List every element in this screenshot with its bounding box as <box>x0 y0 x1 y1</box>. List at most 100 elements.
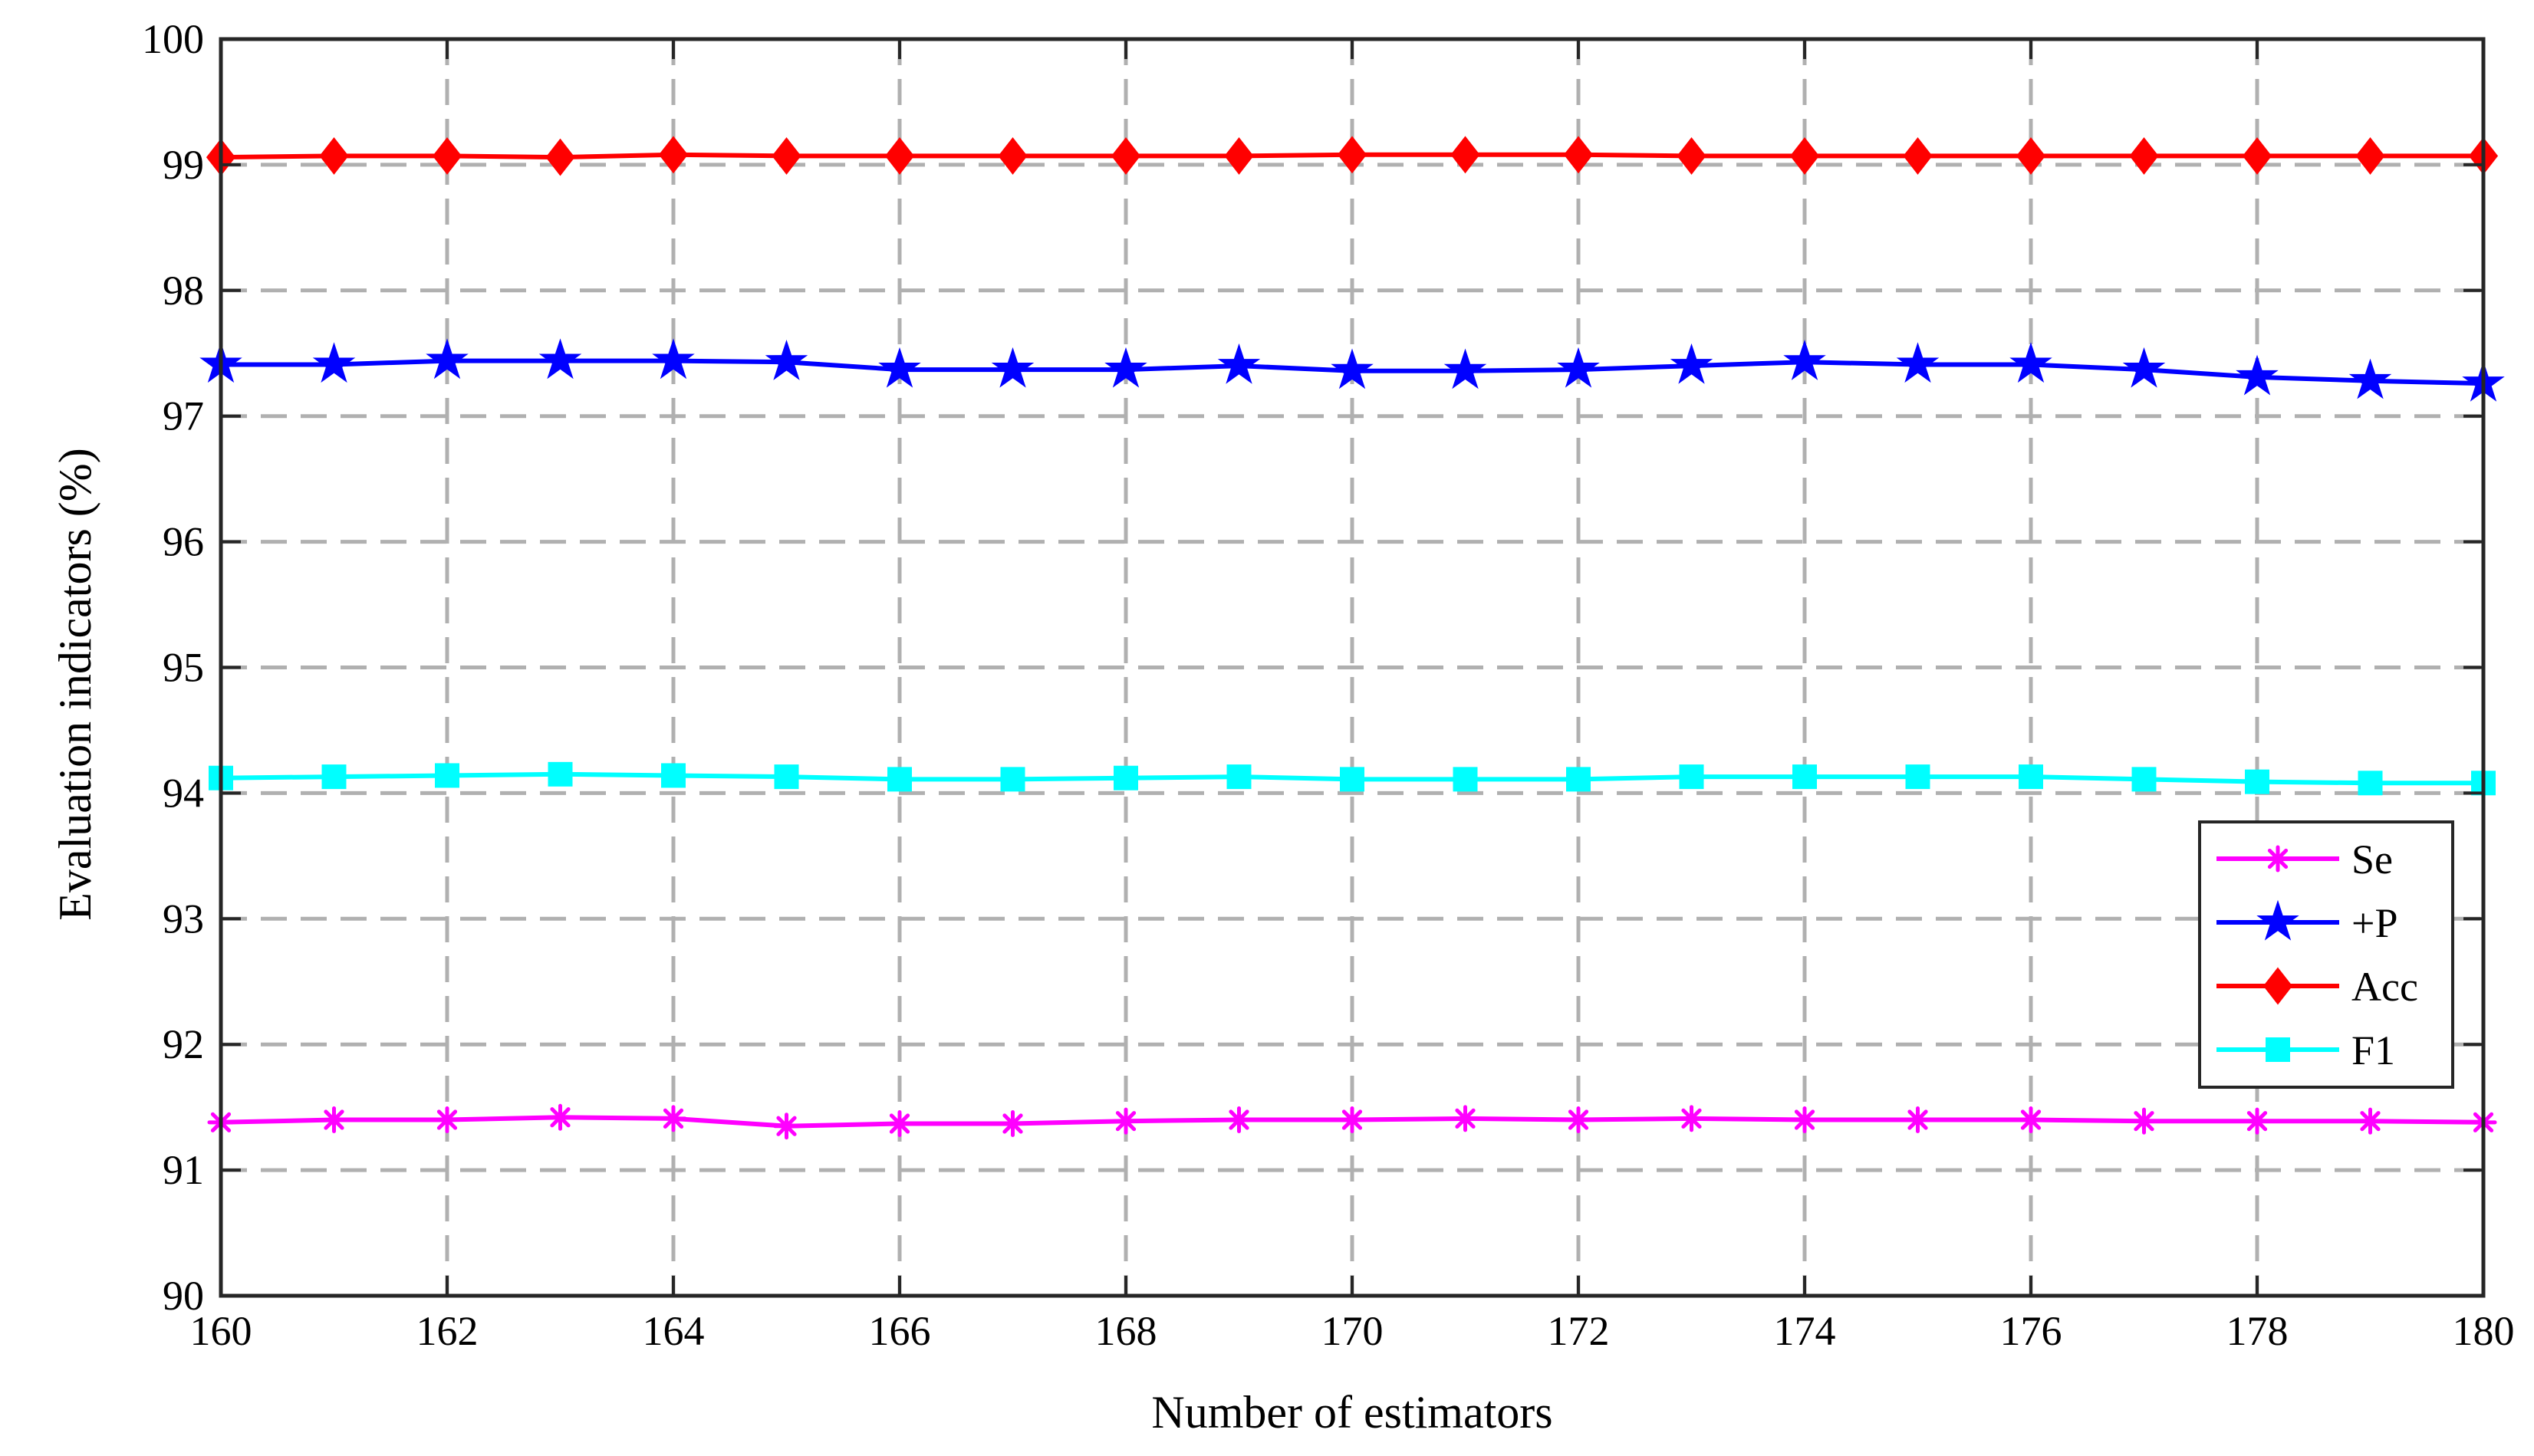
data-point-p <box>652 338 695 380</box>
axis-ticks <box>219 38 2485 1297</box>
data-point-f1 <box>2245 769 2269 794</box>
data-point-p <box>1104 347 1147 388</box>
data-point-acc <box>772 136 801 175</box>
data-point-se <box>773 1113 800 1140</box>
data-point-acc <box>998 136 1028 175</box>
data-point-f1 <box>435 763 459 788</box>
x-tick-labels: 160 162 164 166 168 170 172 174 176 178 180 <box>190 1308 2515 1354</box>
data-point-acc <box>1677 136 1706 175</box>
data-point-p <box>765 340 808 380</box>
data-point-f1 <box>1792 764 1817 790</box>
grid <box>221 39 2483 1296</box>
legend-box <box>2198 820 2454 1089</box>
data-point-acc <box>1789 136 1820 175</box>
x-tick-label: 178 <box>2226 1308 2289 1354</box>
y-tick-label: 95 <box>163 645 204 691</box>
data-point-acc <box>432 136 462 175</box>
data-point-p <box>312 342 356 383</box>
data-point-se <box>1904 1106 1931 1134</box>
x-tick-label: 162 <box>416 1308 479 1354</box>
y-tick-label: 92 <box>163 1021 204 1067</box>
series-se <box>207 1103 2497 1140</box>
data-point-p <box>1443 348 1487 389</box>
data-point-p <box>878 347 921 388</box>
x-tick-label: 166 <box>869 1308 931 1354</box>
data-point-se <box>1112 1107 1140 1135</box>
data-point-acc <box>1111 136 1141 175</box>
series-p <box>199 338 2505 402</box>
y-tick-label: 96 <box>163 519 204 565</box>
series-acc <box>206 136 2499 176</box>
data-point-se <box>547 1103 574 1131</box>
data-point-acc <box>1337 136 1367 174</box>
data-point-p <box>1217 343 1261 384</box>
legend-marker <box>2264 845 2292 873</box>
y-tick-label: 100 <box>142 16 204 62</box>
legend-marker <box>2256 899 2299 941</box>
x-tick-label: 174 <box>1774 1308 1836 1354</box>
legend-label: +P <box>2351 900 2398 946</box>
legend-label: Se <box>2351 836 2393 882</box>
data-point-acc <box>1450 136 1480 174</box>
data-point-se <box>2017 1106 2045 1134</box>
data-point-se <box>1338 1106 1366 1134</box>
data-point-p <box>991 347 1035 388</box>
x-tick-label: 172 <box>1548 1308 1610 1354</box>
data-point-f1 <box>2358 771 2383 796</box>
data-point-se <box>886 1109 913 1137</box>
data-point-acc <box>2242 136 2272 175</box>
y-tick-label: 98 <box>163 268 204 314</box>
data-point-p <box>1331 348 1374 389</box>
data-point-se <box>321 1106 347 1134</box>
data-point-acc <box>2129 136 2159 175</box>
data-point-acc <box>319 136 349 175</box>
series-f1 <box>209 761 2496 796</box>
y-tick-label: 94 <box>163 770 204 816</box>
data-point-f1 <box>2131 767 2157 792</box>
data-point-acc <box>658 136 689 174</box>
data-point-p <box>2122 347 2166 388</box>
legend-item-p: +P <box>2216 899 2398 946</box>
legend-item-se: Se <box>2216 836 2393 882</box>
data-point-se <box>2131 1107 2157 1135</box>
data-point-f1 <box>1679 764 1704 790</box>
data-point-acc <box>1903 136 1933 175</box>
data-point-acc <box>884 136 915 175</box>
data-point-p <box>1896 342 1940 383</box>
data-point-acc <box>545 138 575 176</box>
data-point-f1 <box>1340 767 1364 792</box>
data-point-se <box>1565 1106 1592 1134</box>
data-point-f1 <box>661 763 686 788</box>
data-point-se <box>2243 1107 2271 1135</box>
data-point-f1 <box>321 764 347 790</box>
data-point-p <box>2009 342 2052 383</box>
data-point-f1 <box>2019 764 2043 790</box>
data-point-acc <box>2016 136 2046 175</box>
legend-item-acc: Acc <box>2216 964 2418 1010</box>
plot-series <box>199 136 2505 1140</box>
data-point-acc <box>1224 136 1254 175</box>
data-point-f1 <box>1453 767 1478 792</box>
y-axis-label: Evaluation indicators (%) <box>50 448 100 920</box>
y-tick-label: 97 <box>163 393 204 439</box>
data-point-f1 <box>774 764 799 790</box>
x-tick-label: 160 <box>190 1308 252 1354</box>
data-point-se <box>1452 1105 1479 1132</box>
data-point-acc <box>1563 136 1594 174</box>
data-point-f1 <box>887 767 912 792</box>
x-tick-label: 170 <box>1321 1308 1384 1354</box>
legend: Se +P Acc F1 <box>2198 820 2454 1089</box>
data-point-p <box>538 338 582 380</box>
data-point-se <box>1226 1106 1252 1134</box>
data-point-f1 <box>1114 765 1138 790</box>
x-tick-label: 180 <box>2453 1308 2515 1354</box>
x-axis-label: Number of estimators <box>1151 1387 1552 1438</box>
legend-label: Acc <box>2351 964 2418 1010</box>
data-point-se <box>660 1105 687 1132</box>
data-point-se <box>999 1109 1026 1137</box>
data-point-p <box>1557 347 1600 388</box>
x-tick-label: 168 <box>1095 1308 1157 1354</box>
legend-marker <box>2266 1037 2290 1062</box>
